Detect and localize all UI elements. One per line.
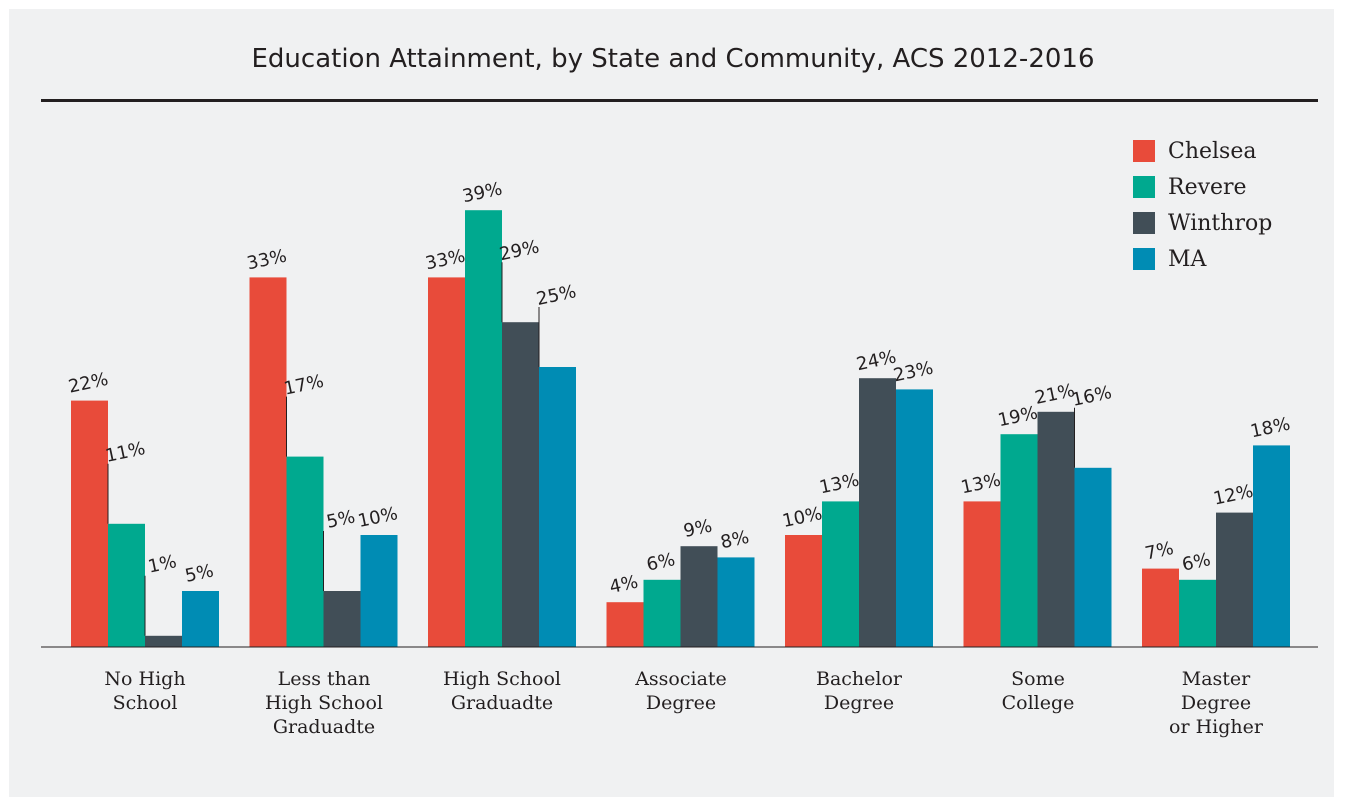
legend-swatch-revere [1133,176,1155,198]
bar-chelsea [71,400,108,647]
category-label-some-college: Some College [1001,668,1075,714]
bar-ma [182,591,219,647]
bar-winthrop [680,546,718,647]
bar-chelsea [606,602,644,647]
data-label-revere: 17% [282,371,326,400]
data-label-ma: 25% [535,281,579,310]
bar-revere [1179,579,1216,647]
bar-winthrop [323,591,361,647]
category-label-master-degree: Master Degree or Higher [1169,668,1263,738]
legend-label-chelsea: Chelsea [1168,138,1257,164]
data-label-chelsea: 33% [424,246,468,275]
data-label-chelsea: 10% [781,503,825,532]
bar-chelsea [785,535,822,647]
bar-chelsea [428,277,465,647]
legend-item-chelsea: Chelsea [1133,133,1313,169]
bar-winthrop [1037,411,1075,647]
data-label-ma: 10% [356,503,400,532]
bar-ma [1253,445,1290,647]
data-label-revere: 13% [818,470,862,499]
data-label-winthrop: 29% [498,236,542,265]
bar-winthrop [502,322,539,647]
legend-item-revere: Revere [1133,169,1313,205]
category-label-associate-degree: Associate Degree [635,668,727,714]
bar-ma [717,557,755,647]
bar-chelsea [249,277,287,647]
legend-swatch-chelsea [1133,140,1155,162]
data-label-chelsea: 22% [67,369,111,398]
bar-chelsea [963,501,1001,647]
bar-ma [539,367,576,647]
bar-winthrop [1216,512,1253,647]
category-label-no-high-school: No High School [104,668,186,714]
legend-swatch-ma [1133,248,1155,270]
data-label-ma: 23% [892,358,936,387]
bar-ma [1074,467,1112,647]
bar-winthrop [145,635,182,647]
bar-ma [360,535,398,647]
data-label-ma: 16% [1070,382,1114,411]
data-label-revere: 19% [996,402,1040,431]
data-label-chelsea: 4% [608,572,640,598]
bar-revere [286,456,324,647]
bar-revere [465,210,502,647]
chart-title: Education Attainment, by State and Commu… [251,44,1095,74]
data-label-chelsea: 13% [959,470,1003,499]
legend-label-revere: Revere [1168,174,1247,200]
legend-label-winthrop: Winthrop [1168,210,1273,236]
data-label-winthrop: 9% [682,516,714,542]
data-label-revere: 6% [645,549,677,575]
chart-panel [9,9,1334,797]
data-label-ma: 8% [719,527,751,553]
bar-revere [108,523,145,647]
bar-ma [896,389,933,647]
title-divider [41,99,1318,102]
data-label-ma: 5% [183,560,215,586]
bar-revere [643,579,681,647]
data-label-ma: 18% [1249,414,1293,443]
data-label-chelsea: 7% [1143,538,1175,564]
data-label-winthrop: 5% [325,506,357,532]
bar-chelsea [1142,568,1179,647]
legend-swatch-winthrop [1133,212,1155,234]
data-label-revere: 6% [1180,549,1212,575]
data-label-chelsea: 33% [245,246,289,275]
bar-revere [822,501,859,647]
bar-winthrop [859,378,896,647]
category-label-high-school-graduate: High School Graduadte [443,668,561,714]
bar-revere [1000,434,1038,647]
category-label-bachelor-degree: Bachelor Degree [815,668,902,714]
legend-item-winthrop: Winthrop [1133,205,1313,241]
legend-label-ma: MA [1168,246,1207,272]
data-label-winthrop: 1% [146,551,178,577]
category-label-less-than-high-school: Less than High School Graduadte [265,668,383,738]
legend-item-ma: MA [1133,241,1313,277]
data-label-winthrop: 24% [855,346,899,375]
data-label-winthrop: 12% [1212,481,1256,510]
legend: Chelsea Revere Winthrop MA [1133,133,1313,277]
data-label-revere: 39% [461,178,505,207]
data-label-revere: 11% [104,438,148,467]
